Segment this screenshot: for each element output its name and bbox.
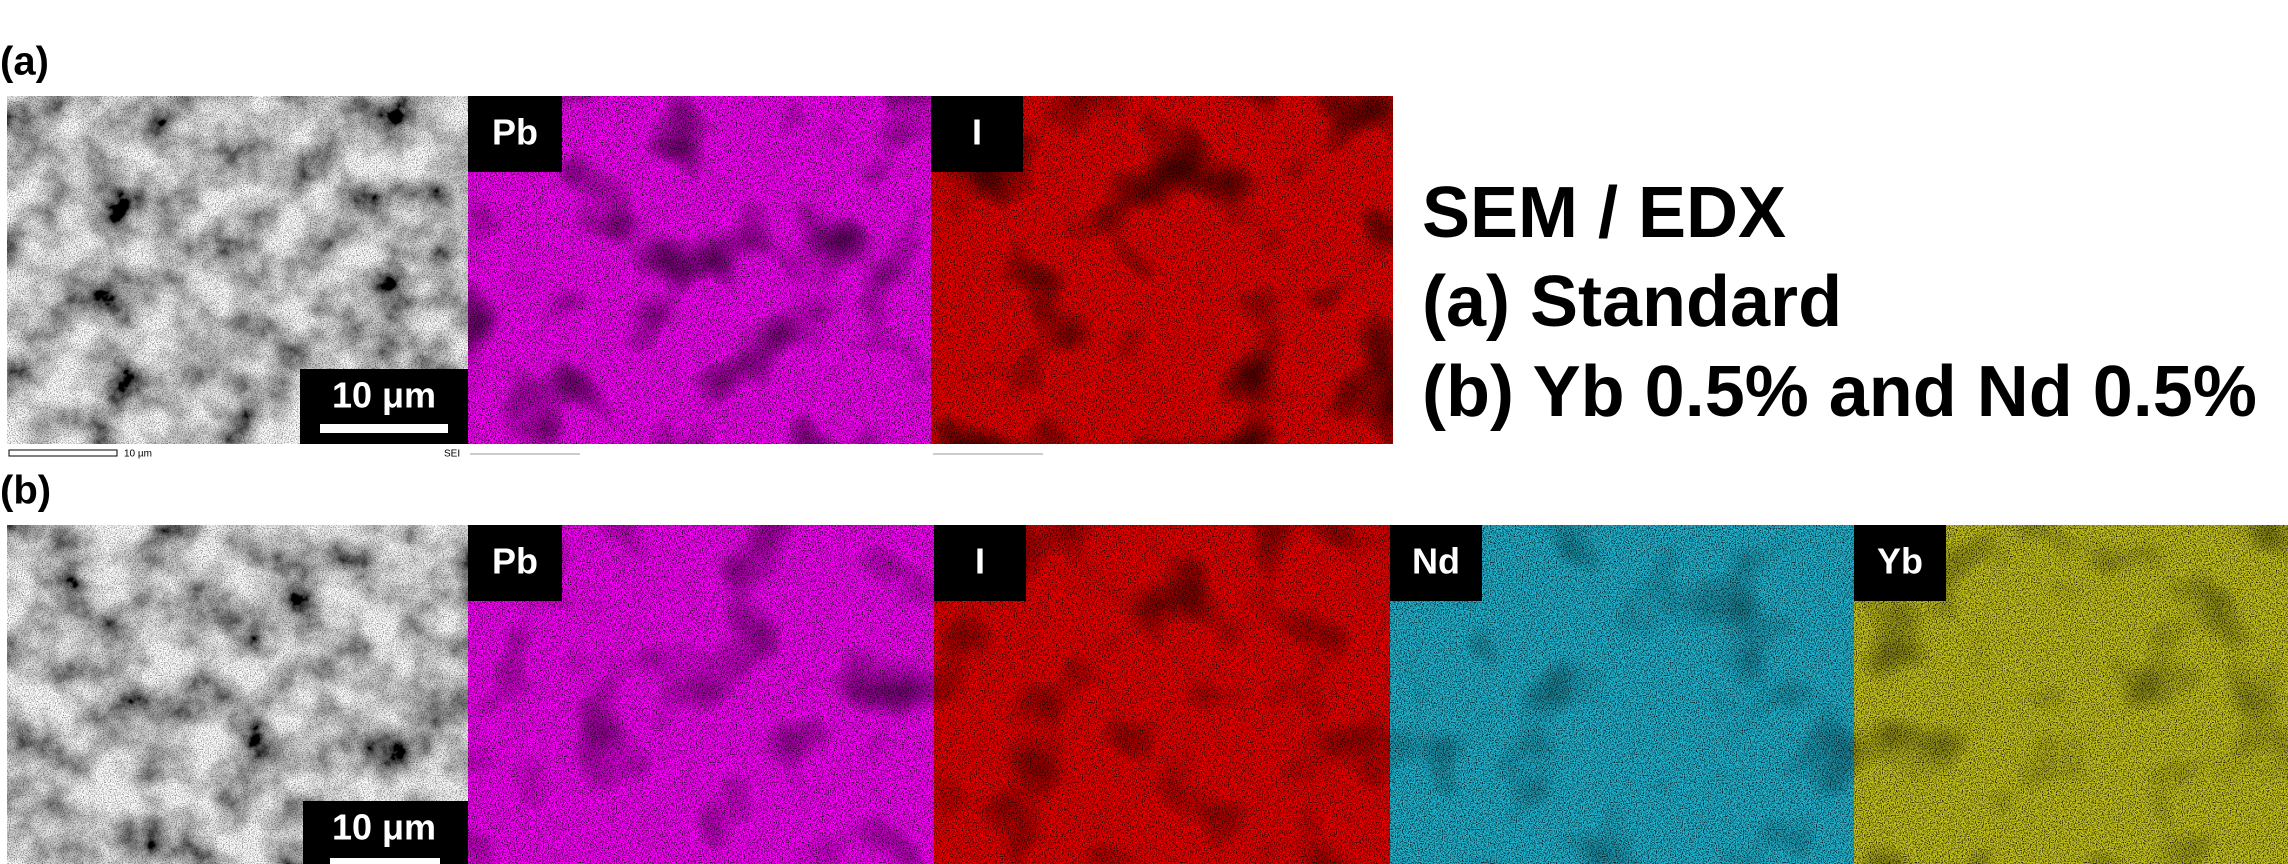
map-i: I	[934, 525, 1390, 864]
element-label: Pb	[492, 112, 538, 153]
row-label: (a)	[0, 40, 49, 84]
row-label: (b)	[0, 469, 51, 513]
footer-text: SEI	[444, 449, 460, 460]
map-pb: Pb	[468, 525, 934, 864]
scale-bar-label: 10 μm	[332, 807, 436, 848]
figure-title: SEM / EDX	[1422, 173, 1786, 253]
map-pb: Pb	[468, 96, 931, 444]
footer-strip: 10 µm SEI	[9, 449, 1043, 460]
element-label: Yb	[1877, 541, 1923, 582]
map-yb: Yb	[1854, 525, 2288, 864]
caption: (a) Standard	[1422, 262, 1842, 342]
caption: (b) Yb 0.5% and Nd 0.5%	[1422, 352, 2257, 432]
sem-image: 10 μm	[7, 96, 468, 444]
sem-image: 10 μm	[7, 525, 468, 864]
map-nd: Nd	[1390, 525, 1854, 864]
footer-text: 10 µm	[124, 449, 152, 460]
element-label: I	[972, 112, 982, 153]
scale-bar-label: 10 μm	[332, 375, 436, 416]
element-label: I	[975, 541, 985, 582]
element-label: Nd	[1412, 541, 1460, 582]
map-i: I	[931, 96, 1393, 444]
element-label: Pb	[492, 541, 538, 582]
figure: (a) 10 μm Pb I 10 µm SEI SEM / EDX (a) S…	[0, 0, 2288, 864]
